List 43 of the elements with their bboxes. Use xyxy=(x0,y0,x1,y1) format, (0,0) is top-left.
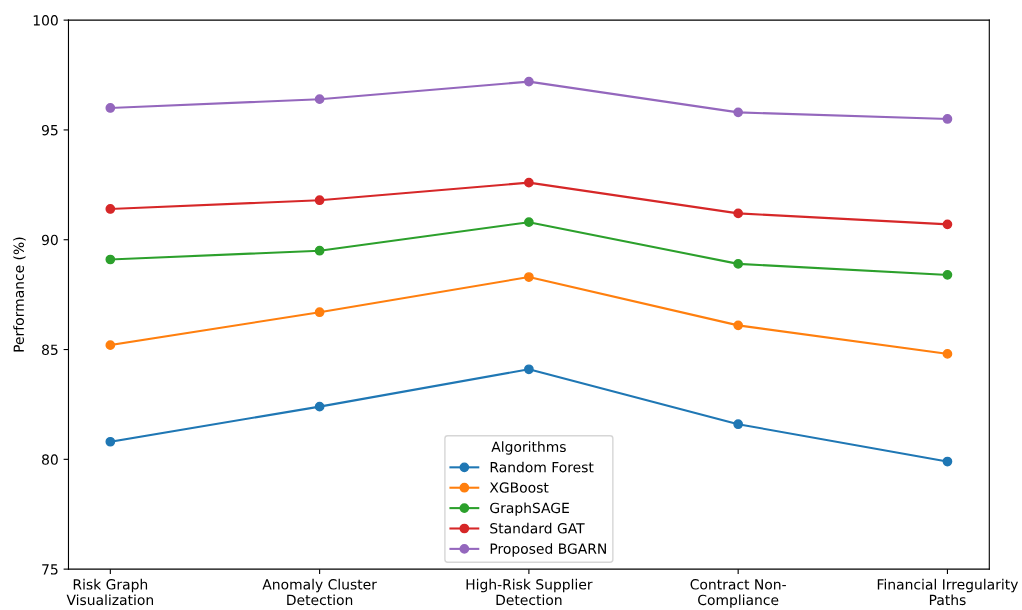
x-tick-label: Anomaly Cluster Detection xyxy=(262,578,377,606)
point xyxy=(524,217,534,228)
legend-label: Proposed BGARN xyxy=(490,543,606,557)
x-tick-label: Risk Graph Visualization xyxy=(66,578,154,606)
point xyxy=(105,436,116,447)
point xyxy=(105,254,116,265)
point xyxy=(524,364,534,375)
point xyxy=(314,245,325,256)
point xyxy=(942,270,953,280)
y-tick-label: 90 xyxy=(41,234,58,246)
legend-title: Algorithms xyxy=(491,441,566,455)
point xyxy=(733,419,744,430)
point xyxy=(733,259,744,269)
point xyxy=(942,219,953,230)
x-tick-label: High-Risk Supplier Detection xyxy=(466,578,593,606)
point xyxy=(105,103,116,113)
point xyxy=(314,195,325,206)
x-tick-label: Contract Non- Compliance xyxy=(690,579,786,608)
y-tick-label: 95 xyxy=(41,124,58,136)
point xyxy=(942,114,953,124)
point xyxy=(524,177,534,188)
y-tick-label: 85 xyxy=(42,344,58,355)
point xyxy=(314,401,325,412)
legend-label: Random Forest xyxy=(490,461,594,473)
point xyxy=(105,340,116,350)
legend-label: XGBoost xyxy=(489,482,549,493)
x-tick-label: Financial Irregularity Paths xyxy=(877,578,1019,606)
point xyxy=(733,208,744,219)
point xyxy=(314,94,325,105)
y-tick-label: 100 xyxy=(33,15,58,26)
y-tick-label: 80 xyxy=(42,454,58,465)
point xyxy=(314,307,325,318)
point xyxy=(942,349,953,359)
point xyxy=(733,107,744,118)
point xyxy=(524,272,534,282)
point xyxy=(942,456,953,467)
legend-label: Standard GAT xyxy=(490,522,585,534)
legend-label: GraphSAGE xyxy=(490,502,569,516)
point xyxy=(105,204,116,214)
point xyxy=(524,76,534,87)
y-tick-label: 75 xyxy=(42,564,58,575)
point xyxy=(733,320,744,331)
y-axis-title: Performance (%) xyxy=(13,237,26,352)
